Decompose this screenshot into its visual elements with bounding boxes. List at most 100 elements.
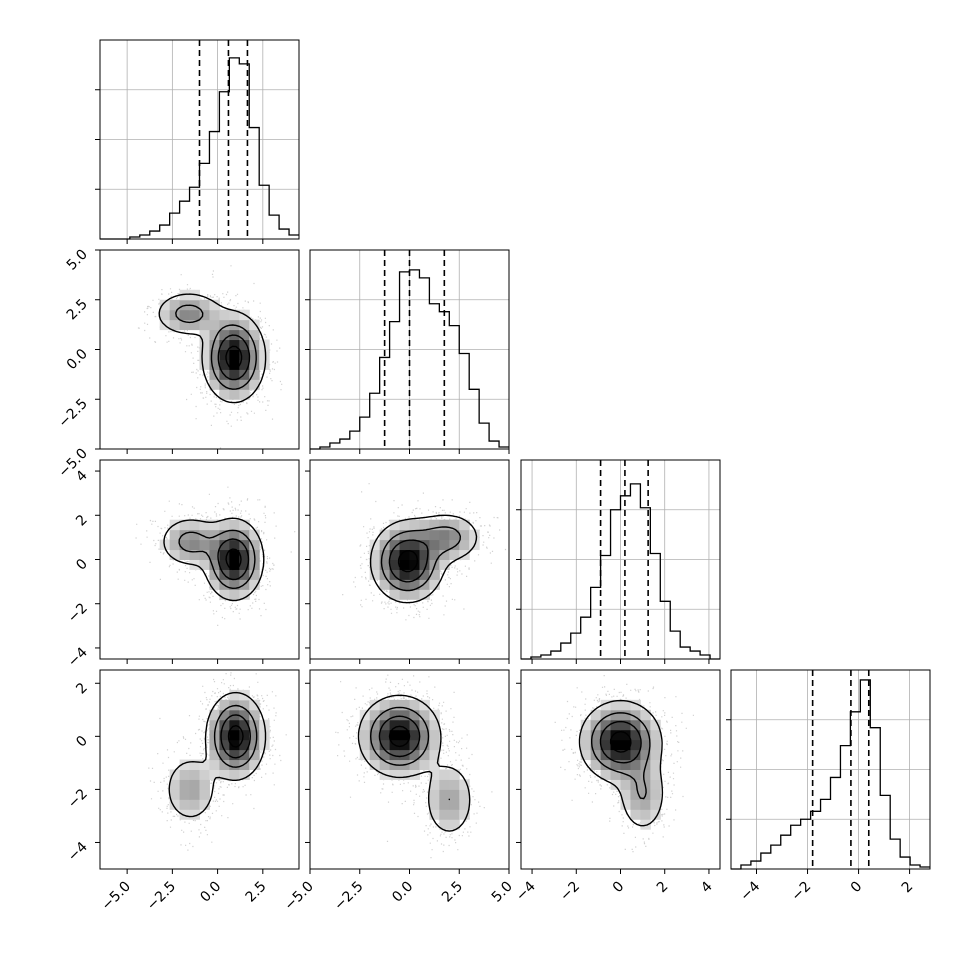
density-cell	[600, 719, 612, 731]
density-cell	[219, 719, 230, 731]
density-cell	[640, 719, 651, 731]
density-cell	[409, 719, 420, 731]
hist-p3-panel	[726, 670, 930, 870]
contour-line	[388, 725, 411, 748]
density-cell	[199, 299, 210, 311]
density-cell	[189, 779, 200, 790]
density-cell	[409, 529, 420, 541]
density-cell	[209, 529, 220, 541]
density-cell	[209, 709, 220, 721]
density-cell	[229, 549, 240, 560]
density-cell	[369, 699, 381, 711]
density-cell	[229, 539, 240, 551]
density-cell	[179, 769, 191, 780]
density-cell	[449, 549, 460, 560]
density-cell	[419, 719, 430, 731]
density-cell	[189, 809, 200, 820]
density-cell	[439, 809, 450, 820]
density-cell	[239, 559, 250, 570]
density-cell	[419, 699, 430, 711]
density-cell	[389, 709, 401, 721]
density-cell	[620, 799, 631, 810]
density-cell	[429, 749, 440, 761]
density-cell	[169, 779, 181, 790]
density-cell	[620, 759, 631, 770]
density-cell	[179, 539, 191, 551]
density-cell	[239, 739, 250, 751]
density-cell	[429, 779, 440, 790]
density-cell	[409, 549, 420, 560]
pair-p0-p3-panel	[148, 672, 287, 851]
density-cell	[610, 719, 621, 731]
density-cell	[429, 769, 440, 780]
density-cell	[359, 739, 371, 751]
density-cell	[419, 569, 430, 580]
density-cell	[159, 309, 171, 321]
density-cell	[359, 719, 371, 731]
density-cell	[459, 539, 470, 551]
density-cell	[610, 699, 621, 711]
density-cell	[389, 579, 401, 590]
contour-line	[225, 548, 242, 571]
density-cell	[409, 539, 420, 551]
density-cell	[650, 719, 661, 731]
density-cell	[249, 359, 260, 370]
density-cell	[239, 569, 250, 580]
density-cell	[409, 749, 420, 761]
density-cell	[409, 729, 420, 741]
contour-line	[370, 706, 450, 801]
density-cell	[439, 559, 450, 570]
density-cell	[249, 739, 260, 751]
density-cell	[229, 719, 240, 731]
density-cell	[459, 799, 470, 810]
density-cell	[169, 789, 181, 800]
density-cell	[369, 559, 381, 570]
density-cell	[439, 779, 450, 790]
density-cell	[249, 759, 260, 770]
density-cell	[229, 589, 240, 600]
density-cell	[209, 769, 220, 780]
density-cell	[209, 549, 220, 560]
density-cell	[409, 739, 420, 751]
contour-line	[168, 691, 267, 818]
density-cell	[219, 519, 230, 531]
density-cell	[179, 789, 191, 800]
density-cell	[209, 349, 220, 360]
contour-line	[175, 304, 257, 390]
density-cell	[620, 709, 631, 721]
density-cell	[249, 699, 260, 711]
density-cell	[409, 519, 420, 531]
density-cell	[409, 589, 420, 600]
density-cell	[419, 529, 430, 541]
density-cell	[179, 799, 191, 810]
density-cell	[399, 539, 410, 551]
density-cell	[399, 719, 410, 731]
density-cell	[249, 729, 260, 741]
density-cell	[229, 749, 240, 761]
density-cell	[650, 729, 661, 741]
density-cell	[229, 379, 240, 390]
density-cell	[419, 739, 430, 751]
density-cell	[219, 759, 230, 770]
density-cell	[630, 759, 641, 770]
density-cell	[620, 779, 631, 790]
histogram-step	[731, 679, 930, 870]
contour-line	[380, 526, 461, 592]
density-cell	[419, 749, 430, 761]
density-cell	[419, 589, 430, 600]
density-cell	[610, 739, 621, 751]
density-cell	[219, 359, 230, 370]
density-cell	[229, 559, 240, 570]
density-cell	[620, 749, 631, 761]
hist-p0-frame	[99, 39, 300, 240]
density-cell	[379, 579, 391, 590]
density-cell	[459, 779, 470, 790]
density-cell	[439, 529, 450, 541]
density-cell	[640, 729, 651, 741]
density-cell	[189, 539, 200, 551]
density-cell	[229, 339, 240, 350]
density-cell	[199, 789, 210, 800]
density-cell	[630, 769, 641, 780]
density-cell	[239, 349, 250, 360]
density-cell	[209, 319, 220, 331]
